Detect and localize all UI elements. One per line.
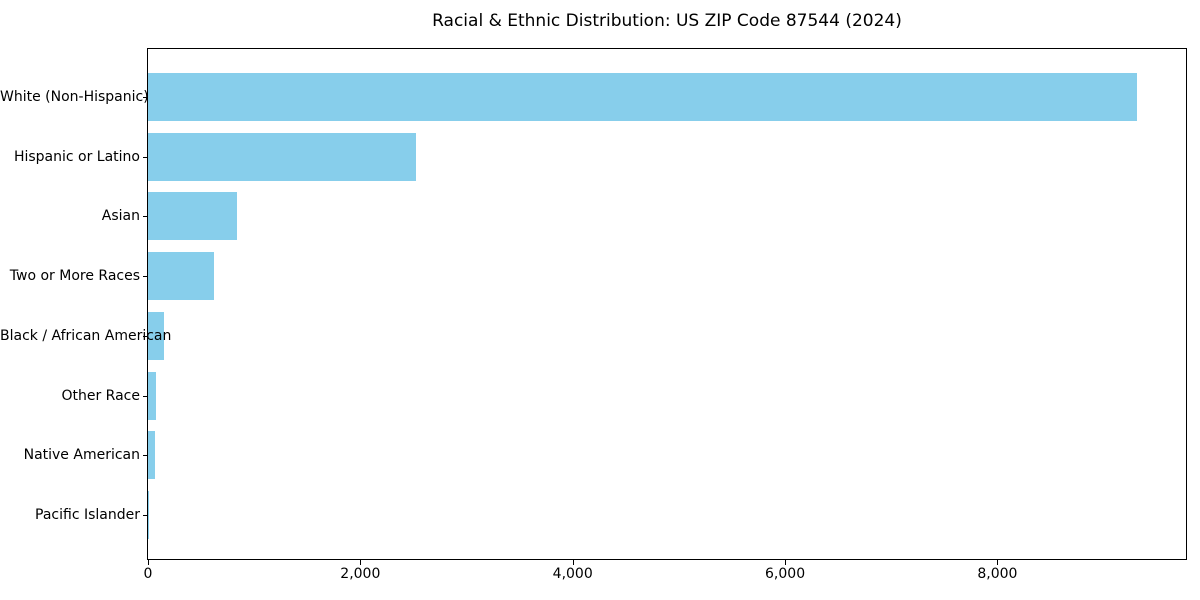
y-tick-label-asian: Asian xyxy=(101,208,140,225)
bar-pacific-islander xyxy=(148,490,149,539)
y-tick-mark-hispanic-or-latino xyxy=(143,156,148,158)
y-tick-mark-native-american xyxy=(143,455,148,457)
plot-area xyxy=(147,48,1187,560)
bar-black-african-american xyxy=(148,311,165,360)
y-tick-label-two-or-more-races: Two or More Races xyxy=(9,268,140,285)
x-tick-mark-2,000 xyxy=(360,560,362,565)
y-tick-label-black-african-american: Black / African American xyxy=(0,327,172,344)
bar-white-non-hispanic xyxy=(148,73,1137,121)
bar-native-american xyxy=(148,431,156,480)
y-tick-mark-white-non-hispanic xyxy=(143,97,148,98)
y-tick-mark-two-or-more-races xyxy=(143,276,148,278)
x-tick-mark-8,000 xyxy=(997,560,999,565)
bar-two-or-more-races xyxy=(148,252,214,301)
y-tick-label-white-non-hispanic: White (Non-Hispanic) xyxy=(0,89,149,105)
y-tick-mark-asian xyxy=(143,216,148,218)
y-tick-label-hispanic-or-latino: Hispanic or Latino xyxy=(13,148,140,165)
bar-other-race xyxy=(148,371,157,420)
y-tick-label-pacific-islander: Pacific Islander xyxy=(35,506,140,523)
y-tick-mark-other-race xyxy=(143,395,148,397)
x-tick-label-0: 0 xyxy=(143,566,153,582)
chart-title: Racial & Ethnic Distribution: US ZIP Cod… xyxy=(432,11,902,31)
x-tick-label-2,000: 2,000 xyxy=(340,566,381,582)
y-tick-label-native-american: Native American xyxy=(23,447,140,464)
bar-asian xyxy=(148,192,238,241)
x-tick-label-6,000: 6,000 xyxy=(765,566,806,582)
x-tick-mark-4,000 xyxy=(572,560,574,565)
x-tick-label-4,000: 4,000 xyxy=(552,566,593,582)
x-tick-mark-0 xyxy=(148,560,149,565)
y-tick-mark-black-african-american xyxy=(143,335,148,337)
bar-hispanic-or-latino xyxy=(148,132,416,181)
y-tick-mark-pacific-islander xyxy=(143,514,148,516)
x-tick-mark-6,000 xyxy=(785,560,787,565)
x-tick-label-8,000: 8,000 xyxy=(977,566,1018,582)
y-tick-label-other-race: Other Race xyxy=(61,387,140,404)
